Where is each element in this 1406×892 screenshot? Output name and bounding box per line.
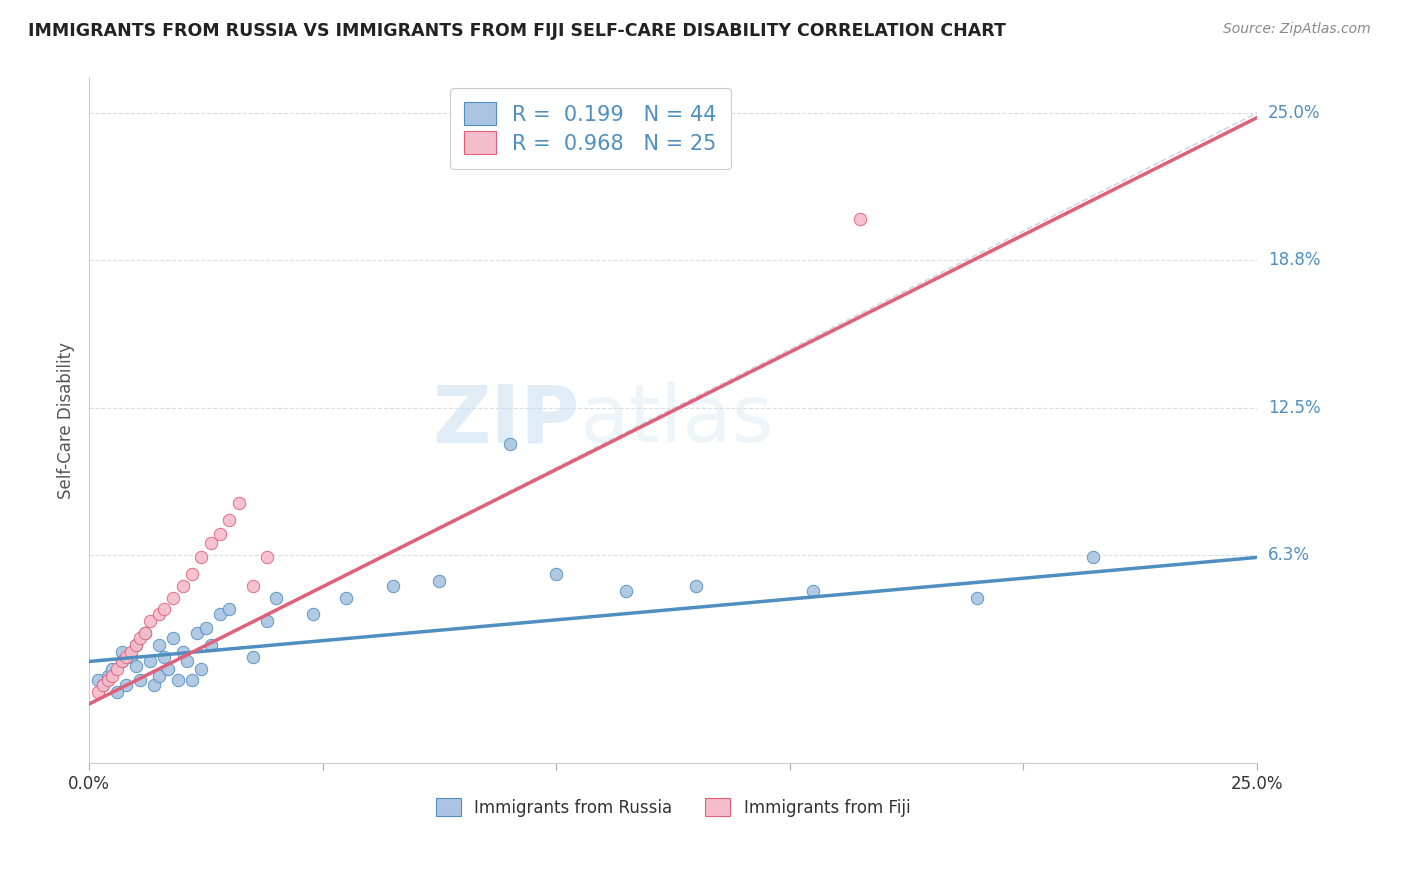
Point [125, 638, 148, 652]
Point [115, 649, 138, 664]
Text: ZIP: ZIP [432, 381, 579, 459]
Point [208, 607, 231, 622]
Point [157, 661, 180, 675]
Text: atlas: atlas [579, 381, 773, 459]
Point [129, 673, 152, 688]
Point [120, 645, 142, 659]
Point [148, 607, 170, 622]
Point [139, 655, 162, 669]
Point [134, 626, 156, 640]
Text: 25.0%: 25.0% [1268, 103, 1320, 122]
Point [153, 602, 176, 616]
Point [381, 579, 404, 593]
Point [134, 626, 156, 640]
Point [190, 661, 212, 675]
Point [966, 591, 988, 605]
Point [148, 668, 170, 682]
Point [125, 659, 148, 673]
Point [200, 638, 222, 652]
Point [97, 668, 120, 682]
Point [685, 579, 707, 593]
Text: 12.5%: 12.5% [1268, 400, 1320, 417]
Text: Source: ZipAtlas.com: Source: ZipAtlas.com [1223, 22, 1371, 37]
Point [186, 626, 208, 640]
Point [228, 496, 250, 510]
Point [180, 566, 202, 581]
Point [101, 661, 124, 675]
Point [162, 591, 184, 605]
Point [218, 513, 240, 527]
Y-axis label: Self-Care Disability: Self-Care Disability [58, 342, 75, 499]
Point [101, 668, 124, 682]
Point [200, 536, 222, 550]
Point [256, 550, 278, 565]
Text: 18.8%: 18.8% [1268, 251, 1320, 268]
Point [162, 631, 184, 645]
Point [218, 602, 240, 616]
Text: 6.3%: 6.3% [1268, 546, 1310, 564]
Point [143, 678, 166, 692]
Point [176, 655, 198, 669]
Point [125, 638, 148, 652]
Point [194, 621, 217, 635]
Point [91, 678, 114, 692]
Point [148, 638, 170, 652]
Point [849, 212, 872, 227]
Point [498, 437, 520, 451]
Point [614, 583, 637, 598]
Point [172, 645, 194, 659]
Point [105, 685, 128, 699]
Point [242, 579, 264, 593]
Point [111, 645, 134, 659]
Point [87, 673, 110, 688]
Point [242, 649, 264, 664]
Point [429, 574, 451, 588]
Point [120, 649, 142, 664]
Point [335, 591, 357, 605]
Point [111, 655, 134, 669]
Point [111, 655, 134, 669]
Point [302, 607, 325, 622]
Point [105, 661, 128, 675]
Point [166, 673, 188, 688]
Point [801, 583, 824, 598]
Point [139, 614, 162, 628]
Point [97, 673, 120, 688]
Text: IMMIGRANTS FROM RUSSIA VS IMMIGRANTS FROM FIJI SELF-CARE DISABILITY CORRELATION : IMMIGRANTS FROM RUSSIA VS IMMIGRANTS FRO… [28, 22, 1007, 40]
Point [115, 678, 138, 692]
Point [190, 550, 212, 565]
Point [172, 579, 194, 593]
Point [153, 649, 176, 664]
Point [91, 678, 114, 692]
Point [1083, 550, 1105, 565]
Point [208, 526, 231, 541]
Point [129, 631, 152, 645]
Legend: Immigrants from Russia, Immigrants from Fiji: Immigrants from Russia, Immigrants from … [429, 791, 917, 823]
Point [264, 591, 287, 605]
Point [546, 566, 568, 581]
Point [87, 685, 110, 699]
Point [256, 614, 278, 628]
Point [180, 673, 202, 688]
